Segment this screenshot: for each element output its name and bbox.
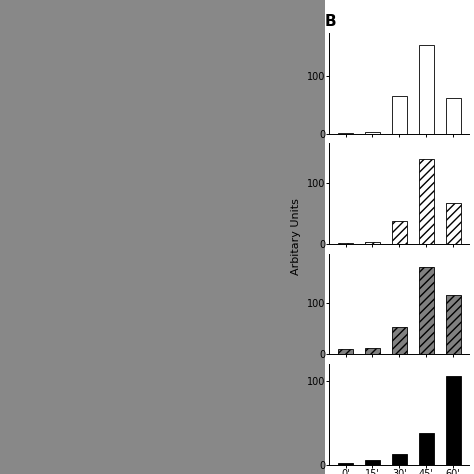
Bar bbox=[446, 295, 461, 355]
Bar bbox=[338, 133, 353, 134]
Bar bbox=[419, 159, 434, 244]
Bar bbox=[392, 221, 407, 244]
Bar bbox=[419, 433, 434, 465]
Bar bbox=[338, 463, 353, 465]
Text: Arbitary Units: Arbitary Units bbox=[291, 199, 301, 275]
Bar bbox=[419, 266, 434, 355]
Bar bbox=[392, 97, 407, 134]
Bar bbox=[365, 348, 380, 355]
Bar bbox=[365, 132, 380, 134]
Bar bbox=[338, 349, 353, 355]
Bar bbox=[392, 328, 407, 355]
Bar bbox=[446, 98, 461, 134]
Bar bbox=[365, 242, 380, 244]
Bar bbox=[446, 202, 461, 244]
Bar bbox=[392, 455, 407, 465]
Bar bbox=[419, 45, 434, 134]
Bar bbox=[446, 376, 461, 465]
Text: B: B bbox=[325, 14, 337, 29]
Bar bbox=[365, 460, 380, 465]
